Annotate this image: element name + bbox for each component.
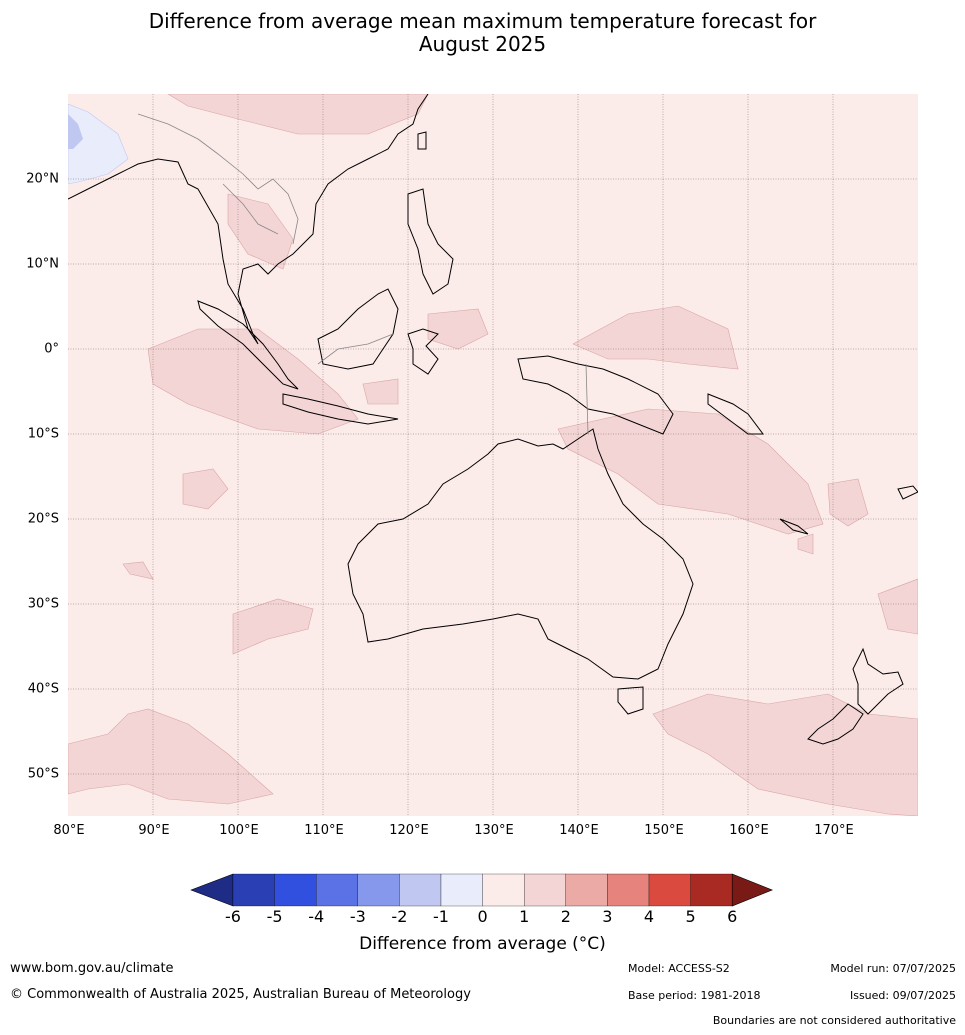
anomaly-region-tasman (877, 578, 918, 635)
coast-tasmania (617, 686, 644, 715)
lon-label-110e: 110°E (304, 823, 344, 838)
model-run-text: Model run: 07/07/2025 (830, 962, 956, 975)
anomaly-region-small-1 (122, 561, 154, 580)
cool-anomaly-region (68, 103, 129, 185)
colorbar-segment (399, 873, 442, 907)
coast-philippines (407, 188, 454, 295)
title-line-1: Difference from average mean maximum tem… (148, 9, 817, 33)
anomaly-region-indian-ocean-east (147, 328, 359, 435)
colorbar-segment (648, 873, 691, 907)
colorbar (190, 873, 774, 907)
colorbar-extend-low (190, 873, 234, 907)
lon-label-120e: 120°E (389, 823, 429, 838)
colorbar-tick-label: -4 (308, 907, 325, 926)
lon-label-170e: 170°E (814, 823, 854, 838)
anomaly-shading (68, 94, 918, 816)
anomaly-region-png (572, 305, 739, 370)
lat-label-20s: 20°S (27, 511, 59, 527)
lon-label-160e: 160°E (729, 823, 769, 838)
anomaly-region-southern-east (652, 693, 918, 816)
colorbar-tick-label: 6 (727, 907, 738, 926)
colorbar-segment (607, 873, 650, 907)
coast-solomons (707, 393, 764, 435)
colorbar-tick-label: 3 (602, 907, 613, 926)
coast-new-caledonia (779, 518, 809, 535)
coast-australia (347, 428, 694, 680)
lon-label-130e: 130°E (474, 823, 514, 838)
lon-label-150e: 150°E (644, 823, 684, 838)
lat-label-20n: 20°N (26, 171, 59, 187)
colorbar-segment (690, 873, 733, 907)
colorbar-tick-label: 0 (477, 907, 488, 926)
anomaly-region-java (362, 378, 399, 405)
coast-java (282, 393, 399, 425)
colorbar-tick-label: -6 (225, 907, 241, 926)
base-period-text: Base period: 1981-2018 (628, 989, 761, 1002)
colorbar-segment (565, 873, 608, 907)
lon-label-100e: 100°E (219, 823, 259, 838)
site-link[interactable]: www.bom.gov.au/climate (10, 961, 174, 976)
colorbar-tick-label: 2 (560, 907, 571, 926)
colorbar-segment (232, 873, 275, 907)
anomaly-region-indochina (227, 193, 294, 270)
lat-label-30s: 30°S (27, 596, 59, 612)
colorbar-tick-label: 5 (685, 907, 696, 926)
issued-text: Issued: 09/07/2025 (849, 989, 956, 1002)
coast-fiji (897, 485, 918, 500)
anomaly-region-indian-south (232, 598, 314, 655)
colorbar-segment (316, 873, 358, 907)
coast-sumatra (197, 300, 299, 390)
anomaly-region-coral-sea (557, 408, 824, 535)
colorbar-tick-label: -1 (433, 907, 449, 926)
lat-label-10s: 10°S (27, 426, 59, 442)
lon-label-140e: 140°E (559, 823, 599, 838)
colorbar-tick-label: -2 (391, 907, 408, 926)
anomaly-region-southern-west (68, 708, 274, 805)
anomaly-region-fiji (827, 478, 869, 527)
disclaimer-text: Boundaries are not considered authoritat… (712, 1014, 956, 1027)
lon-label-80e: 80°E (53, 823, 85, 838)
lon-label-90e: 90°E (138, 823, 170, 838)
colorbar-segment (482, 873, 525, 907)
coast-asia-mainland (68, 94, 429, 345)
anomaly-region-indian-mid (182, 468, 229, 510)
cool-anomaly-core (68, 114, 83, 149)
country-borders (137, 113, 589, 435)
coast-sulawesi (407, 328, 439, 375)
colorbar-extend-high (731, 873, 774, 907)
lat-label-10n: 10°N (26, 256, 59, 272)
colorbar-tick-label: 1 (519, 907, 530, 926)
coast-borneo (317, 288, 399, 370)
map-title: Difference from average mean maximum tem… (0, 10, 965, 56)
colorbar-tick-label: -5 (266, 907, 283, 926)
model-text: Model: ACCESS-S2 (628, 962, 730, 975)
colorbar-segment (357, 873, 400, 907)
anomaly-region-banda (427, 308, 489, 350)
colorbar-segment (524, 873, 566, 907)
coastlines (68, 94, 918, 745)
colorbar-segment (440, 873, 483, 907)
coast-nz-south (807, 703, 864, 745)
coast-nz-north (852, 647, 904, 715)
lat-label-50s: 50°S (27, 766, 59, 782)
colorbar-tick-label: 4 (643, 907, 655, 926)
forecast-map (68, 94, 918, 816)
colorbar-tick-label: -3 (349, 907, 366, 926)
colorbar-label: Difference from average (°C) (359, 934, 606, 954)
colorbar-segment (274, 873, 317, 907)
lat-label-equator: 0° (44, 341, 59, 357)
title-line-2: August 2025 (418, 32, 547, 56)
coast-taiwan (417, 131, 427, 150)
copyright-text: © Commonwealth of Australia 2025, Austra… (10, 987, 471, 1002)
map-canvas (68, 94, 918, 816)
anomaly-region-north (167, 94, 429, 135)
anomaly-region-small-2 (797, 533, 814, 555)
lat-label-40s: 40°S (27, 681, 59, 697)
